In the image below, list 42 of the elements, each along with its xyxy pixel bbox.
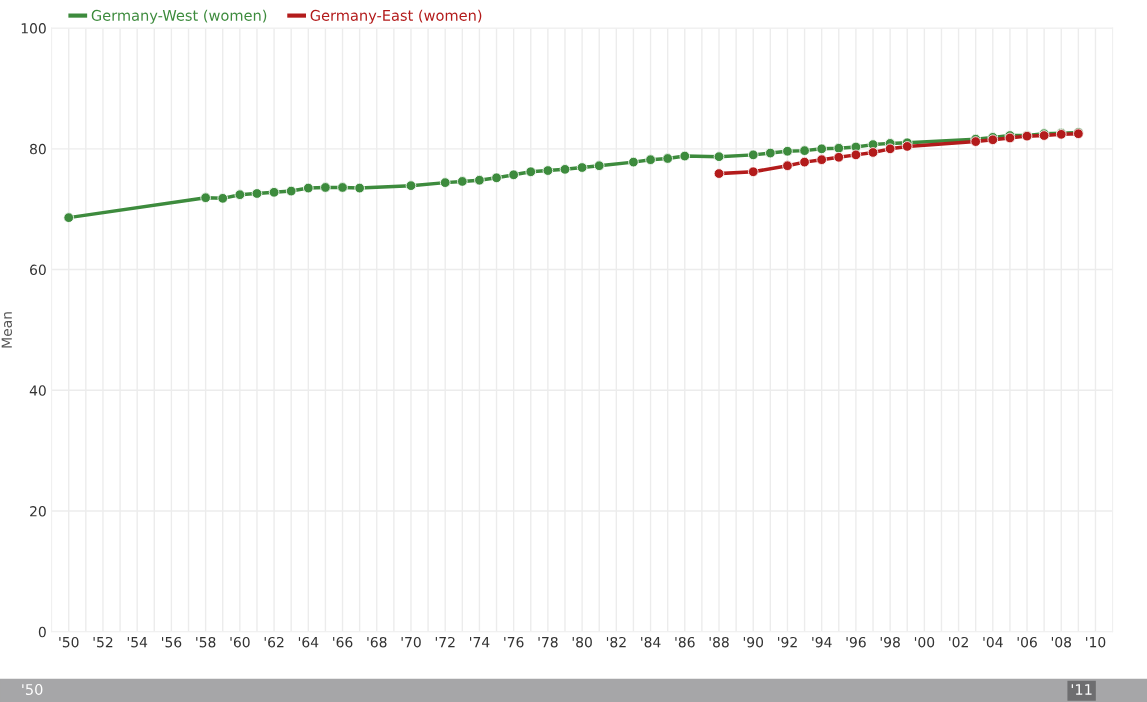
- y-tick-label: 40: [29, 385, 46, 396]
- text: '11: [1071, 684, 1092, 695]
- x-tick-label: '60: [230, 636, 250, 648]
- y-axis-title: Mean: [1, 312, 12, 348]
- x-tick-label: '50: [59, 636, 79, 648]
- y-tick-label: 0: [38, 626, 46, 638]
- x-tick-label: '64: [298, 636, 319, 648]
- x-tick-label: '72: [435, 636, 455, 648]
- x-tick-label: '86: [675, 636, 695, 648]
- x-tick-label: '66: [333, 636, 353, 648]
- x-tick-label: '78: [538, 636, 558, 648]
- x-tick-label: '00: [914, 636, 935, 648]
- x-tick-label: '04: [983, 636, 1003, 648]
- x-tick-label: '54: [127, 637, 148, 648]
- x-tick-label: '88: [709, 636, 729, 648]
- x-tick-label: '98: [880, 636, 900, 648]
- x-tick-label: '74: [470, 637, 490, 648]
- x-tick-label: '82: [606, 636, 626, 648]
- x-tick-label: '92: [778, 636, 797, 648]
- x-tick-label: '96: [846, 636, 866, 648]
- x-tick-label: '68: [367, 636, 387, 648]
- x-tick-label: '56: [161, 636, 182, 648]
- x-tick-label: '10: [1086, 636, 1106, 648]
- x-tick-label: '08: [1051, 636, 1072, 648]
- legend-label: Germany-East (women): [310, 9, 482, 24]
- x-tick-label: '90: [743, 636, 764, 648]
- x-tick-label: '52: [93, 636, 113, 648]
- x-tick-label: '80: [572, 636, 592, 648]
- y-tick-label: 80: [30, 143, 46, 155]
- y-tick-label: 60: [30, 264, 46, 276]
- x-tick-label: '62: [264, 636, 284, 648]
- x-tick-label: '94: [812, 636, 832, 648]
- x-tick-label: '76: [504, 636, 524, 648]
- x-tick-label: '84: [641, 636, 661, 648]
- x-tick-label: '06: [1017, 636, 1037, 648]
- x-tick-label: '02: [949, 636, 968, 648]
- y-tick-label: 100: [21, 23, 46, 34]
- text: '50: [22, 683, 43, 695]
- y-tick-label: 20: [30, 506, 46, 517]
- x-tick-label: '58: [196, 636, 216, 648]
- legend-label: Germany-West (women): [91, 9, 267, 24]
- x-tick-label: '70: [401, 636, 421, 648]
